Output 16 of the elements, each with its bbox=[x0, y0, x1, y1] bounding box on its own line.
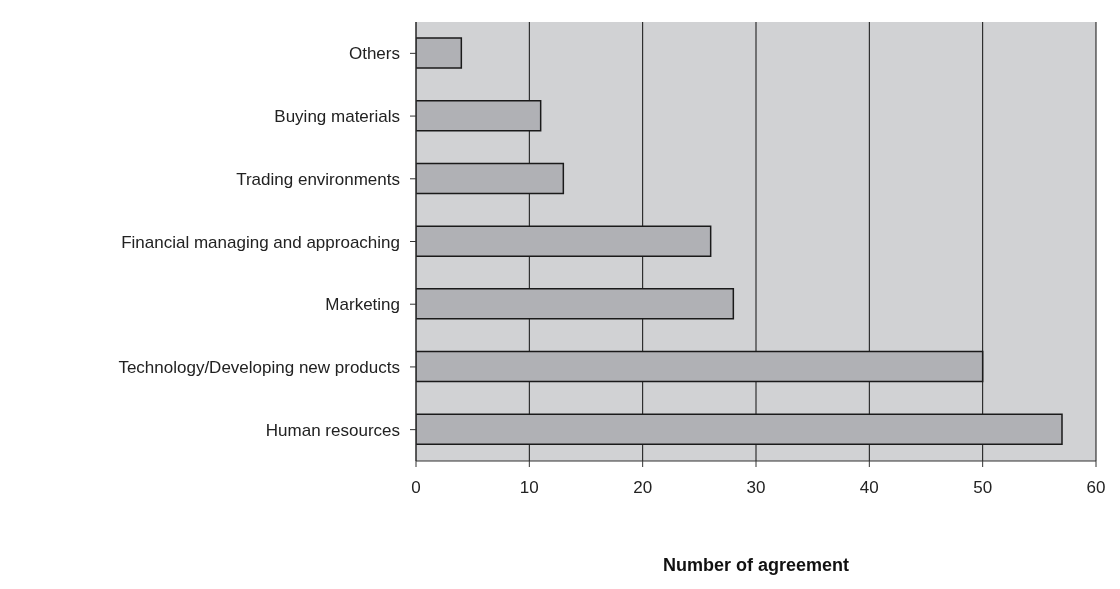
x-tick-label: 20 bbox=[633, 478, 653, 498]
bar bbox=[416, 37, 463, 69]
y-tick-label: Marketing bbox=[325, 295, 400, 315]
y-tick-label: Human resources bbox=[265, 420, 400, 440]
y-tick-label: Buying materials bbox=[274, 107, 400, 127]
x-tick-label: 30 bbox=[746, 478, 766, 498]
x-tick-label: 60 bbox=[1086, 478, 1106, 498]
y-tick-label: Trading environments bbox=[236, 169, 400, 189]
x-tick-label: 50 bbox=[973, 478, 993, 498]
y-tick-label: Financial managing and approaching bbox=[121, 232, 400, 252]
y-tick-label: Others bbox=[348, 44, 400, 64]
y-tick-label: Technology/Developing new products bbox=[118, 357, 400, 377]
x-tick-label: 10 bbox=[519, 478, 539, 498]
x-tick-label: 0 bbox=[411, 478, 421, 498]
x-tick-label: 40 bbox=[859, 478, 879, 498]
x-axis-title: Number of agreement bbox=[662, 555, 850, 575]
